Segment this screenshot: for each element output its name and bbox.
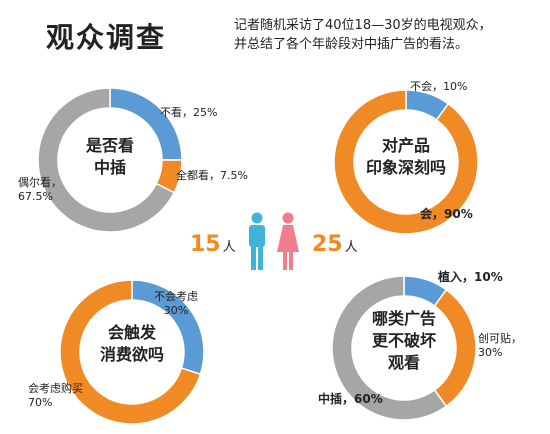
donut-title-adtype-line3: 观看	[387, 353, 420, 372]
label-impression-no: 不会，10%	[410, 80, 468, 93]
label-adtype-midroll: 中插，60%	[318, 392, 383, 406]
label-adtype-bandaid: 创可贴，30%	[478, 332, 522, 359]
label-purchase-no: 不会考虑 30%	[154, 290, 198, 317]
donut-title-adtype-line1: 哪类广告	[371, 309, 436, 328]
male-count-value: 15	[190, 232, 221, 257]
female-count-value: 25	[312, 232, 343, 257]
donut-title-purchase-line2: 消费欲吗	[99, 345, 164, 364]
label-purchase-yes: 会考虑购买 70%	[28, 382, 83, 409]
male-count: 15 人	[190, 232, 236, 257]
intro-line-2: 并总结了各个年龄段对中插广告的看法。	[234, 37, 469, 52]
male-icon	[249, 212, 265, 270]
label-watch-all: 全都看，7.5%	[176, 169, 248, 182]
donut-title-adtype: 哪类广告 更不破坏 观看	[354, 308, 454, 374]
female-icon	[277, 212, 299, 270]
donut-title-watch-line1: 是否看	[85, 136, 134, 155]
donut-chart-watch	[37, 87, 183, 233]
donut-title-impression: 对产品 印象深刻吗	[356, 135, 456, 179]
female-count-unit: 人	[344, 240, 358, 255]
intro-line-1: 记者随机采访了40位18—30岁的电视观众，	[234, 18, 492, 33]
donut-title-impression-line1: 对产品	[381, 136, 430, 155]
donut-3-slice-2	[331, 275, 448, 421]
male-count-unit: 人	[222, 240, 236, 255]
donut-title-impression-line2: 印象深刻吗	[365, 158, 446, 177]
donut-title-purchase: 会触发 消费欲吗	[82, 322, 182, 366]
label-impression-yes: 会，90%	[420, 207, 473, 221]
label-watch-no: 不看，25%	[160, 106, 218, 119]
donut-chart-purchase	[59, 279, 205, 425]
label-adtype-embed: 植入，10%	[438, 270, 503, 284]
donut-title-watch-line2: 中插	[93, 158, 126, 177]
donut-chart-adtype	[331, 275, 477, 421]
donut-chart-impression	[333, 89, 479, 235]
donut-title-adtype-line2: 更不破坏	[371, 331, 436, 350]
donut-2-slice-1	[59, 279, 202, 425]
donut-title-watch: 是否看 中插	[70, 135, 150, 179]
donut-0-slice-2	[37, 87, 176, 233]
female-count: 25 人	[312, 232, 358, 257]
label-watch-sometimes: 偶尔看，67.5%	[18, 176, 62, 203]
intro-text: 记者随机采访了40位18—30岁的电视观众， 并总结了各个年龄段对中插广告的看法…	[234, 16, 534, 54]
donut-title-purchase-line1: 会触发	[107, 323, 156, 342]
page-title: 观众调查	[46, 21, 167, 54]
donut-1-slice-1	[333, 89, 479, 235]
